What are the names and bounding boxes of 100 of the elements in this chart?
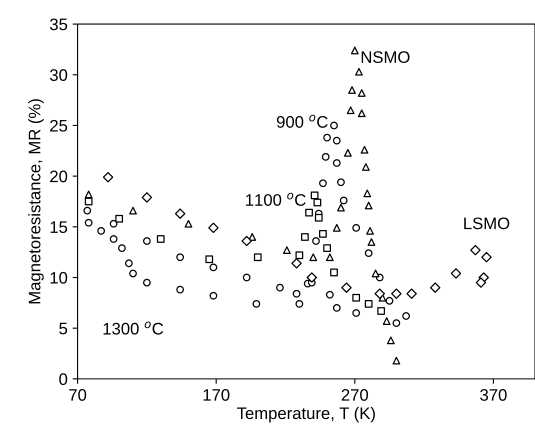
point: [291, 258, 302, 269]
point: [276, 284, 284, 292]
point: [352, 294, 360, 302]
series-label: 1100 $^{o}$C: [246, 192, 306, 206]
point: [391, 288, 402, 299]
y-tick-label: 25: [50, 120, 68, 132]
point: [352, 309, 360, 317]
point: [283, 246, 291, 254]
point: [184, 220, 192, 228]
y-tick-label: 35: [50, 18, 68, 30]
x-tick-label: 370: [480, 389, 507, 401]
point: [241, 236, 252, 246]
point: [481, 252, 492, 262]
point: [301, 233, 309, 241]
point: [332, 159, 341, 167]
point: [330, 268, 338, 276]
point: [310, 192, 318, 200]
point: [305, 208, 313, 217]
point: [210, 263, 218, 272]
point: [337, 204, 345, 212]
point: [348, 86, 356, 94]
point: [295, 300, 304, 308]
point: [352, 224, 360, 232]
point: [252, 300, 260, 308]
series-label: LSMO: [464, 217, 510, 230]
x-axis-title: Temperature, T (K): [237, 406, 375, 422]
point: [330, 122, 338, 130]
point: [313, 198, 322, 206]
point: [470, 244, 481, 256]
point: [340, 196, 348, 204]
point: [102, 172, 114, 182]
point: [323, 134, 331, 142]
series-label: 1300 $^{o}$C: [104, 322, 164, 335]
point: [292, 290, 300, 298]
point: [110, 220, 118, 228]
y-tick-label: 15: [50, 221, 68, 234]
point: [355, 68, 363, 76]
point: [309, 253, 318, 262]
point: [332, 304, 341, 312]
series-label: 900 $^{o}$C: [276, 114, 328, 128]
point: [402, 312, 410, 320]
point: [208, 222, 219, 234]
point: [314, 214, 323, 222]
point: [392, 356, 400, 365]
point: [364, 202, 373, 210]
point: [366, 226, 374, 235]
x-tick-label: 70: [69, 389, 86, 401]
point: [386, 296, 394, 305]
point: [210, 292, 218, 300]
point: [306, 272, 318, 283]
point: [84, 218, 93, 227]
point: [97, 226, 106, 235]
point: [118, 244, 126, 252]
point: [319, 230, 327, 238]
point: [326, 253, 334, 262]
point: [344, 148, 352, 157]
y-tick-label: 20: [50, 170, 68, 182]
x-tick-label: 170: [204, 389, 230, 401]
point: [341, 282, 352, 293]
point: [364, 249, 373, 258]
point: [382, 317, 391, 325]
point: [323, 244, 331, 252]
point: [124, 259, 133, 268]
point: [476, 277, 486, 288]
y-tick-label: 10: [50, 272, 68, 284]
point: [156, 235, 165, 243]
point: [84, 198, 93, 206]
y-axis-title: Magnetoresistance, MR (%): [28, 99, 44, 304]
point: [176, 253, 184, 262]
point: [392, 319, 400, 327]
point: [358, 109, 366, 118]
point: [326, 290, 334, 299]
point: [319, 179, 327, 188]
point: [450, 268, 462, 279]
point: [346, 106, 355, 114]
point: [363, 189, 372, 198]
point: [242, 274, 251, 282]
point: [386, 336, 395, 344]
point: [377, 307, 386, 315]
point: [358, 89, 366, 97]
point: [406, 288, 417, 299]
point: [430, 282, 440, 293]
y-tick-label: 5: [59, 322, 68, 334]
point: [332, 136, 341, 145]
point: [129, 270, 137, 278]
point: [110, 235, 118, 243]
point: [143, 278, 151, 286]
point: [364, 300, 373, 308]
point: [142, 192, 152, 203]
point: [205, 255, 214, 264]
point: [176, 286, 184, 294]
y-tick-label: 30: [50, 69, 68, 81]
point: [115, 214, 124, 223]
point: [83, 206, 92, 214]
point: [332, 224, 341, 232]
y-tick-label: 0: [59, 373, 68, 386]
x-tick-label: 270: [342, 389, 368, 401]
point: [174, 208, 186, 219]
point: [312, 237, 320, 245]
point: [368, 238, 376, 246]
